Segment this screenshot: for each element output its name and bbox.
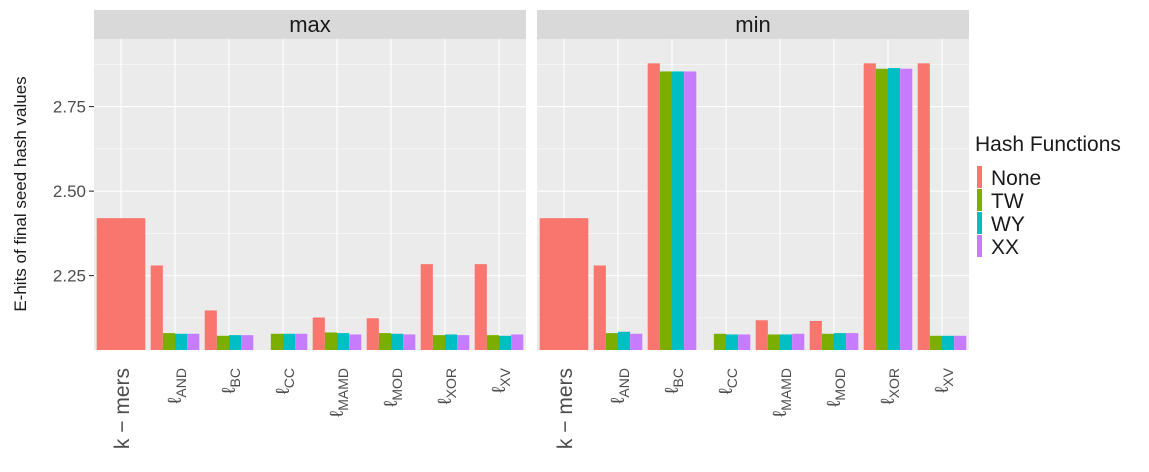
bar-mamd-XX xyxy=(792,333,805,350)
bar-mamd-None xyxy=(755,320,768,350)
facet-label: min xyxy=(735,12,770,37)
bar-mod-TW xyxy=(378,333,391,350)
x-tick-label-kmers: k − mers xyxy=(554,368,577,449)
y-axis: 2.25 2.50 2.75 xyxy=(53,98,94,286)
bar-cc-WY xyxy=(283,333,296,350)
x-tick-label-xv: ℓXV xyxy=(489,367,513,392)
bar-xv-XX xyxy=(954,335,967,350)
bar-cc-XX xyxy=(738,334,751,350)
x-tick-label-mod: ℓMOD xyxy=(381,368,405,407)
bar-mod-XX xyxy=(846,333,859,350)
x-tick-label-bc: ℓBC xyxy=(662,368,686,394)
y-tick-label: 2.25 xyxy=(53,267,86,286)
bar-xor-TW xyxy=(432,335,445,350)
bar-mod-None xyxy=(366,318,379,350)
bar-xor-WY xyxy=(445,334,458,350)
bar-xv-WY xyxy=(942,335,955,350)
bar-xv-None xyxy=(917,63,930,350)
bar-and-TW xyxy=(162,333,175,350)
panel-max: max k − mers ℓAND ℓBC ℓCC ℓMAMD ℓMOD ℓXOR ℓXV xyxy=(94,10,526,449)
x-tick-label-mod: ℓMOD xyxy=(824,368,848,407)
bar-bc-WY xyxy=(229,335,242,350)
bar-mod-WY xyxy=(391,333,404,350)
x-tick-label-and: ℓAND xyxy=(165,368,189,404)
bar-and-WY xyxy=(618,331,631,350)
bar-bc-TW xyxy=(659,71,672,350)
x-tick-label-mamd: ℓMAMD xyxy=(770,368,794,417)
bar-mod-WY xyxy=(834,333,847,350)
bar-xv-TW xyxy=(929,335,942,350)
facet-strip xyxy=(94,10,526,39)
bar-xor-WY xyxy=(888,68,901,350)
bar-kmers-None xyxy=(96,218,146,350)
panel-background xyxy=(94,39,526,350)
legend-key-XX xyxy=(977,235,982,257)
bar-cc-XX xyxy=(295,333,308,350)
bar-and-None xyxy=(150,265,163,350)
bar-and-XX xyxy=(630,333,643,350)
bar-mamd-TW xyxy=(324,332,337,350)
bar-and-XX xyxy=(187,333,200,350)
bar-cc-TW xyxy=(270,333,283,350)
x-tick-label-xv: ℓXV xyxy=(932,367,956,392)
legend-label-XX: XX xyxy=(991,236,1019,259)
x-tick-label-bc: ℓBC xyxy=(219,368,243,394)
legend-label-TW: TW xyxy=(991,190,1024,213)
x-tick-label-xor: ℓXOR xyxy=(878,368,902,405)
x-tick-label-kmers: k − mers xyxy=(111,368,134,449)
bar-bc-WY xyxy=(672,71,685,350)
bar-xv-None xyxy=(474,264,487,350)
bar-xor-XX xyxy=(457,335,470,350)
bar-xv-XX xyxy=(511,334,524,350)
x-tick-label-mamd: ℓMAMD xyxy=(327,368,351,417)
legend-label-WY: WY xyxy=(991,213,1025,236)
bar-mamd-WY xyxy=(780,334,793,350)
bar-and-TW xyxy=(605,333,618,350)
bar-mamd-XX xyxy=(349,334,362,350)
bar-and-None xyxy=(593,265,606,350)
bar-mod-XX xyxy=(403,334,416,350)
legend-title: Hash Functions xyxy=(975,133,1121,156)
bar-cc-WY xyxy=(726,334,739,350)
bar-bc-None xyxy=(647,63,660,350)
legend-key-None xyxy=(977,166,982,188)
legend-key-WY xyxy=(977,212,982,234)
bar-xv-WY xyxy=(499,335,512,350)
x-tick-label-cc: ℓCC xyxy=(273,368,297,394)
bar-bc-XX xyxy=(684,71,697,350)
bar-bc-None xyxy=(204,310,217,350)
bar-bc-TW xyxy=(216,335,229,350)
bar-mamd-TW xyxy=(767,334,780,350)
bar-xor-XX xyxy=(900,68,913,350)
x-tick-label-and: ℓAND xyxy=(608,368,632,404)
bar-mod-TW xyxy=(821,333,834,350)
bar-xor-None xyxy=(420,264,433,350)
bar-bc-XX xyxy=(241,335,254,350)
bar-kmers-None xyxy=(539,218,589,350)
bar-xv-TW xyxy=(486,335,499,350)
bar-xor-None xyxy=(863,63,876,350)
bar-mamd-WY xyxy=(337,333,350,350)
bar-cc-TW xyxy=(713,333,726,350)
bar-and-WY xyxy=(175,333,188,350)
y-tick-label: 2.75 xyxy=(53,98,86,117)
y-tick-label: 2.50 xyxy=(53,182,86,201)
bar-mod-None xyxy=(809,320,822,350)
facet-label: max xyxy=(289,12,331,37)
facet-strip xyxy=(537,10,969,39)
x-tick-label-cc: ℓCC xyxy=(716,368,740,394)
legend-label-None: None xyxy=(991,167,1041,190)
y-axis-title: E-hits of final seed hash values xyxy=(11,76,30,311)
bar-mamd-None xyxy=(312,317,325,350)
bar-xor-TW xyxy=(875,68,888,350)
panel-min: min k − mers ℓAND ℓBC ℓCC ℓMAMD ℓMOD ℓXOR ℓXV xyxy=(537,10,969,449)
x-tick-label-xor: ℓXOR xyxy=(435,368,459,405)
legend-key-TW xyxy=(977,189,982,211)
